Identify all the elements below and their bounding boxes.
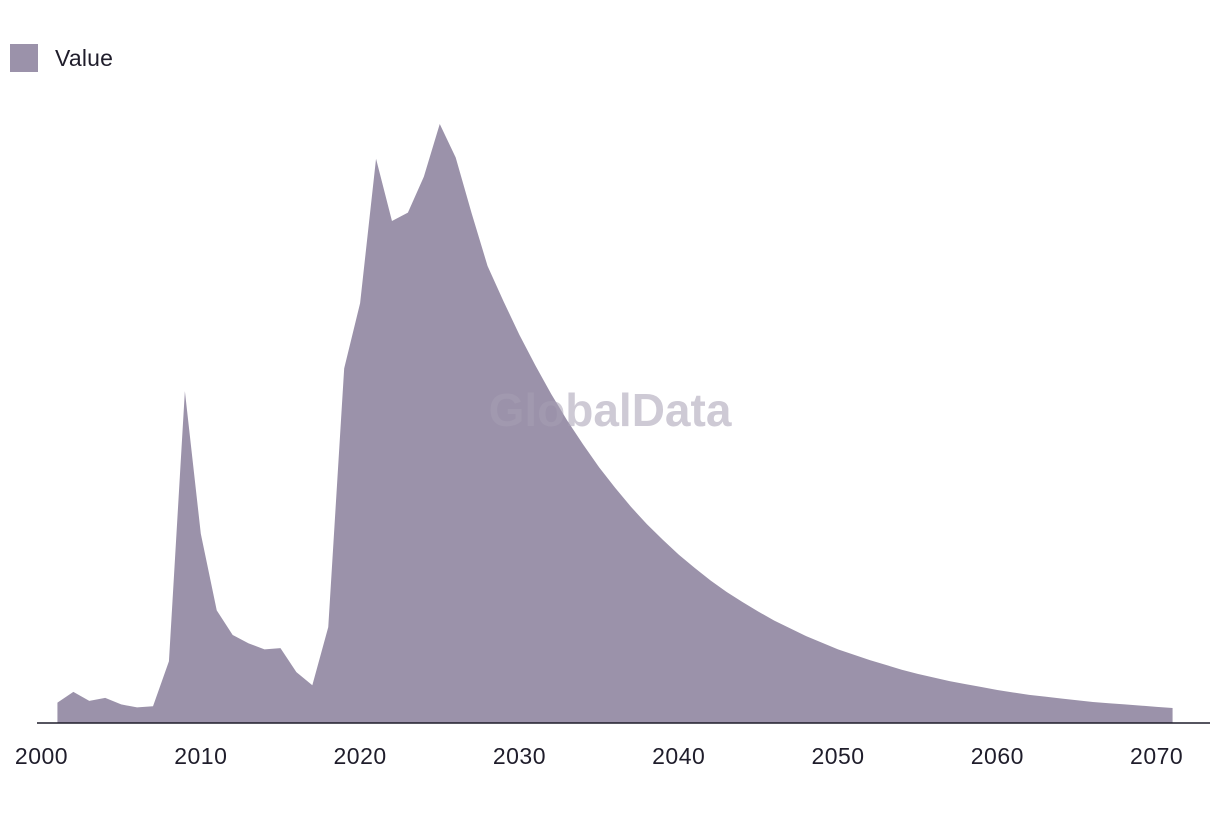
x-axis-ticks: 2000 2010 2020 2030 2040 2050 2060 2070: [15, 743, 1183, 769]
x-tick-label: 2010: [174, 743, 227, 769]
x-tick-label: 2070: [1130, 743, 1183, 769]
x-tick-label: 2040: [652, 743, 705, 769]
legend: Value: [10, 44, 113, 72]
watermark: GlobalData: [489, 384, 732, 436]
legend-label: Value: [55, 44, 114, 71]
legend-swatch: [10, 44, 38, 72]
x-tick-label: 2050: [811, 743, 864, 769]
x-tick-label: 2060: [971, 743, 1024, 769]
x-tick-label: 2020: [334, 743, 387, 769]
x-tick-label: 2030: [493, 743, 546, 769]
x-tick-label: 2000: [15, 743, 68, 769]
area-series-value: [57, 124, 1173, 723]
